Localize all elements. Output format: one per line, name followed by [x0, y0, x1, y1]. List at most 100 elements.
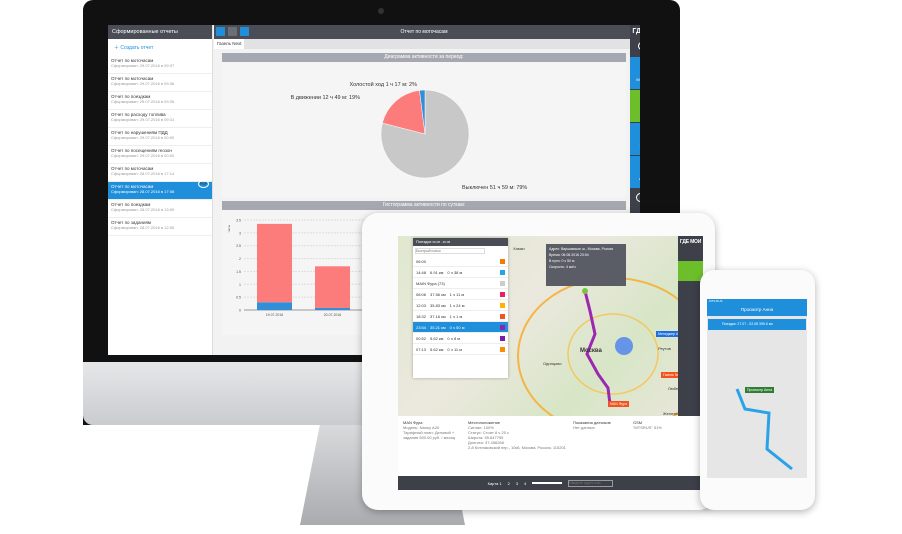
trip-time: MAIN Фура (73): [416, 280, 445, 286]
trip-row[interactable]: 14:48 6.91 км 0 ч 38 м: [413, 267, 508, 278]
nav-item[interactable]: Автопарк: [630, 156, 640, 188]
nav-item[interactable]: Отчеты: [630, 90, 640, 122]
map-place-label: Одинцово: [543, 361, 562, 366]
map[interactable]: Москва ХимкиМытищиКрасногорскРеутовЛюбер…: [398, 236, 703, 416]
y-tick: 0: [239, 309, 241, 313]
trip-color: [500, 291, 505, 297]
pdf-button[interactable]: PDF: [198, 180, 209, 188]
y-tick: 3.5: [236, 219, 241, 223]
bar-segment[interactable]: [257, 302, 292, 310]
map-page[interactable]: 3: [515, 480, 519, 486]
phone-map-tag[interactable]: Просмотр Анна: [745, 387, 775, 393]
trip-row[interactable]: 12:03 35.83 км 1 ч 24 м: [413, 300, 508, 311]
trip-row[interactable]: 00:52 5.62 км 0 ч 8 м: [413, 333, 508, 344]
quick-search-input[interactable]: [415, 248, 485, 254]
bar-segment[interactable]: [257, 223, 292, 303]
bar-segment[interactable]: [315, 307, 350, 310]
report-date: Сформирован: 28.07.2016 в 17:14: [111, 171, 175, 176]
vehicle-model: Модель: Nanoy A20: [403, 425, 440, 430]
map-tag[interactable]: Менеджер Анатолий: [656, 331, 694, 337]
map-popup: Адрес: Варшавское ш., Москва, Россия Врем…: [546, 244, 626, 286]
trip-row[interactable]: 07:13 5.62 км 0 ч 11 м: [413, 344, 508, 355]
report-item[interactable]: Отчет по моточасам Сформирован: 28.07.201…: [108, 164, 212, 182]
pie-slice[interactable]: [380, 89, 470, 179]
pie-slice[interactable]: [419, 89, 426, 135]
report-name: Отчет по моточасам: [111, 76, 154, 81]
tab-vehicle[interactable]: Газель Next: [214, 39, 245, 49]
create-report-button[interactable]: ＋ Создать отчет: [114, 45, 154, 51]
report-item[interactable]: Отчет по расходу топлива Сформирован: 29.…: [108, 110, 212, 128]
trip-time: 00:52: [416, 335, 427, 341]
map-selector[interactable]: Карта 1: [487, 480, 502, 486]
map-page[interactable]: 2: [507, 480, 510, 486]
section-pie-header[interactable]: Диаграмма активности за период:: [222, 53, 626, 62]
logo: ГДЕ МОИ: [632, 28, 640, 35]
print-icon[interactable]: [240, 27, 249, 36]
pie-label: Холостой ход 1 ч 17 м: 2%: [349, 81, 417, 88]
nav-item[interactable]: Задания: [630, 123, 640, 155]
trip-row[interactable]: MAIN Фура (73): [413, 278, 508, 289]
trip-time: 06:00: [416, 258, 427, 264]
trip-color: [500, 258, 505, 264]
y-tick: 3: [239, 231, 241, 235]
y-tick: 1: [239, 283, 241, 287]
trip-row[interactable]: 18:32 37.16 км 1 ч 1 м: [413, 311, 508, 322]
popup-line: Адрес: Варшавское ш., Москва, Россия: [549, 247, 614, 251]
pie-slice[interactable]: [382, 90, 426, 135]
desktop-screen: Сформированные отчеты ＋ Создать отчет От…: [108, 25, 640, 355]
tablet-logo: ГДЕ МОИ: [679, 239, 702, 245]
phone-screen: MTS RUS Просмотр Анна Поездка: 27.07 - 0…: [707, 299, 807, 478]
trip-row[interactable]: 06:00: [413, 256, 508, 267]
report-name: Отчет по моточасам: [111, 166, 154, 171]
trip-time: 12:03: [416, 302, 427, 308]
trip-row[interactable]: 08:06 37.56 км 1 ч 11 м: [413, 289, 508, 300]
trip-time: 08:06: [416, 291, 427, 297]
trips-dates: 06.08 - 26.08: [432, 240, 451, 244]
report-name: Отчет по нарушениям ПДД: [111, 130, 168, 135]
trip-dur: 0 ч 11 м: [447, 346, 462, 352]
trip-row[interactable]: 23:54 35.21 км 0 ч 50 м: [413, 322, 508, 333]
trip-dur: 0 ч 8 м: [447, 335, 461, 341]
y-tick: 1.5: [236, 270, 241, 274]
y-tick: 2: [239, 257, 241, 261]
map-tag[interactable]: MAN Фура: [608, 401, 630, 407]
bar-segment[interactable]: [315, 266, 350, 308]
map-page[interactable]: 4: [524, 480, 527, 486]
address: 2-й Котляковский пер., 10к6, Москва, Рос…: [468, 445, 566, 450]
location-title: Местоположение: [468, 420, 501, 425]
share-icon[interactable]: [636, 193, 640, 202]
download-icon[interactable]: [216, 27, 225, 36]
tablet-nav-active[interactable]: [678, 261, 703, 281]
vehicle-info-panel: MAN Фура Модель: Nanoy A20 Тарифный план…: [398, 416, 703, 476]
map-tag[interactable]: Газель Next: [661, 372, 685, 378]
trip-color: [500, 302, 505, 308]
report-item[interactable]: Отчет по моточасам Сформирован: 29.07.201…: [108, 74, 212, 92]
report-item[interactable]: Отчет по моточасам Сформирован: 29.07.201…: [108, 56, 212, 74]
report-date: Сформирован: 29.07.2016 в 09:35: [111, 99, 175, 104]
section-histogram-header[interactable]: Гистограмма активности по суткам:: [222, 201, 626, 210]
report-item[interactable]: Отчет по поездкам Сформирован: 29.07.2016…: [108, 92, 212, 110]
report-item[interactable]: Отчет по заданиям Сформирован: 28.07.2016…: [108, 218, 212, 236]
address-input[interactable]: [568, 479, 614, 487]
map-place-label: Химки: [513, 246, 525, 251]
report-name: Отчет по поездкам: [111, 94, 151, 99]
y-tick: 0.5: [236, 296, 241, 300]
nav-item[interactable]: Мониторинг: [630, 57, 640, 89]
vehicle-name: MAN Фура: [403, 420, 423, 425]
activity-pie-chart: Выключен 51 ч 59 м: 79% В движении 12 ч 4…: [222, 62, 626, 197]
report-item[interactable]: Отчет по посещениям геозон Сформирован: 2…: [108, 146, 212, 164]
user-icon[interactable]: [638, 42, 640, 50]
report-name: Отчет по моточасам: [111, 58, 154, 63]
report-name: Отчет по поездкам: [111, 202, 151, 207]
report-item[interactable]: Отчет по нарушениям ПДД Сформирован: 29.0…: [108, 128, 212, 146]
report-item[interactable]: Отчет по поездкам Сформирован: 28.07.2016…: [108, 200, 212, 218]
phone-trip-bar[interactable]: Поездка: 27.07 - 02.08 395.6 км: [708, 319, 806, 330]
trip-color: [500, 324, 505, 330]
trash-icon[interactable]: [228, 27, 237, 36]
report-item[interactable]: Отчет по моточасам Сформирован: 28.07.201…: [108, 180, 212, 200]
report-list: Отчет по моточасам Сформирован: 29.07.201…: [108, 56, 212, 236]
zoom-slider[interactable]: [532, 482, 563, 484]
camera: [378, 8, 384, 14]
map-city-label: Москва: [580, 348, 602, 354]
